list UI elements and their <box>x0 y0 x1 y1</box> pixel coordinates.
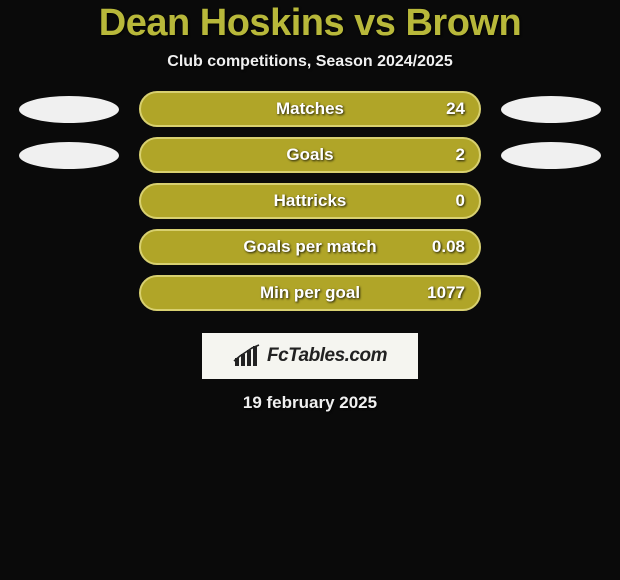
date-text: 19 february 2025 <box>243 393 377 413</box>
player-marker-left <box>19 96 119 123</box>
stat-label: Goals per match <box>243 237 376 257</box>
stat-row: Min per goal 1077 <box>19 275 601 311</box>
stat-row: Goals 2 <box>19 137 601 173</box>
page-title: Dean Hoskins vs Brown <box>99 2 521 45</box>
stat-value: 24 <box>446 99 465 119</box>
stat-value: 2 <box>456 145 465 165</box>
stat-bar: Matches 24 <box>139 91 481 127</box>
logo-text: FcTables.com <box>267 345 387 367</box>
page-subtitle: Club competitions, Season 2024/2025 <box>167 53 452 71</box>
stat-label: Hattricks <box>274 191 347 211</box>
stat-bar: Goals per match 0.08 <box>139 229 481 265</box>
comparison-infographic: Dean Hoskins vs Brown Club competitions,… <box>0 0 620 580</box>
player-marker-left <box>19 142 119 169</box>
player-marker-right <box>501 96 601 123</box>
stat-rows: Matches 24 Goals 2 Hattricks 0 Goals per match… <box>19 91 601 321</box>
stat-row: Goals per match 0.08 <box>19 229 601 265</box>
stat-bar: Min per goal 1077 <box>139 275 481 311</box>
stat-value: 1077 <box>427 283 465 303</box>
player-marker-right <box>501 142 601 169</box>
stat-value: 0 <box>456 191 465 211</box>
bar-chart-icon <box>233 344 261 368</box>
stat-bar: Goals 2 <box>139 137 481 173</box>
stat-row: Matches 24 <box>19 91 601 127</box>
stat-label: Matches <box>276 99 344 119</box>
stat-label: Min per goal <box>260 283 360 303</box>
logo-box: FcTables.com <box>202 333 418 379</box>
stat-row: Hattricks 0 <box>19 183 601 219</box>
stat-value: 0.08 <box>432 237 465 257</box>
stat-bar: Hattricks 0 <box>139 183 481 219</box>
stat-label: Goals <box>286 145 333 165</box>
